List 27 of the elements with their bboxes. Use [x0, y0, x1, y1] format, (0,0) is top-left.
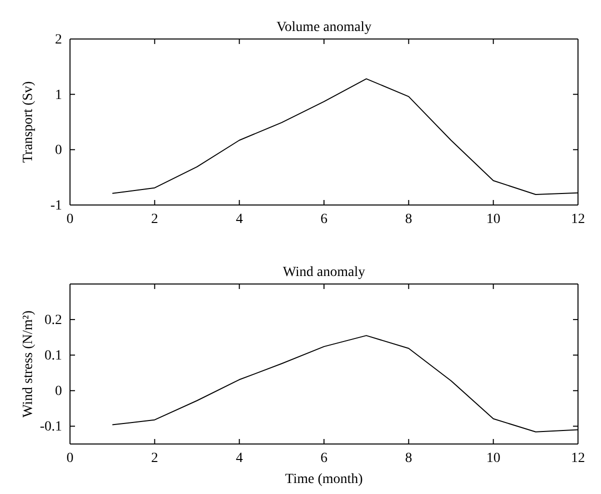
x-tick-label: 6 [320, 450, 328, 466]
y-axis-title: Wind stress (N/m²) [21, 310, 36, 418]
x-tick-label: 0 [66, 450, 74, 466]
y-tick-label: -1 [50, 198, 62, 214]
y-tick-label: 0 [55, 384, 62, 400]
x-tick-label: 10 [486, 450, 500, 466]
x-tick-label: 2 [151, 450, 158, 466]
y-axis-title: Transport (Sv) [21, 80, 36, 163]
x-tick-label: 4 [236, 212, 243, 227]
x-axis-title: Time (month) [285, 472, 364, 487]
chart-title: Volume anomaly [276, 20, 372, 35]
chart-title: Wind anomaly [282, 265, 366, 280]
y-tick-label: 1 [55, 88, 62, 103]
x-tick-label: 4 [236, 450, 243, 466]
x-tick-label: 6 [320, 212, 328, 227]
x-tick-label: 8 [405, 212, 412, 227]
y-tick-label: 0 [55, 143, 62, 158]
y-tick-label: -0.1 [40, 420, 62, 435]
x-tick-label: 8 [405, 450, 412, 466]
x-tick-label: 0 [66, 212, 74, 227]
y-tick-label: 2 [55, 32, 62, 48]
x-tick-label: 10 [486, 212, 500, 227]
y-tick-label: 0.1 [44, 348, 62, 364]
x-tick-label: 2 [151, 212, 158, 227]
x-tick-label: 12 [571, 212, 585, 227]
x-tick-label: 12 [571, 450, 585, 466]
y-tick-label: 0.2 [44, 313, 62, 328]
